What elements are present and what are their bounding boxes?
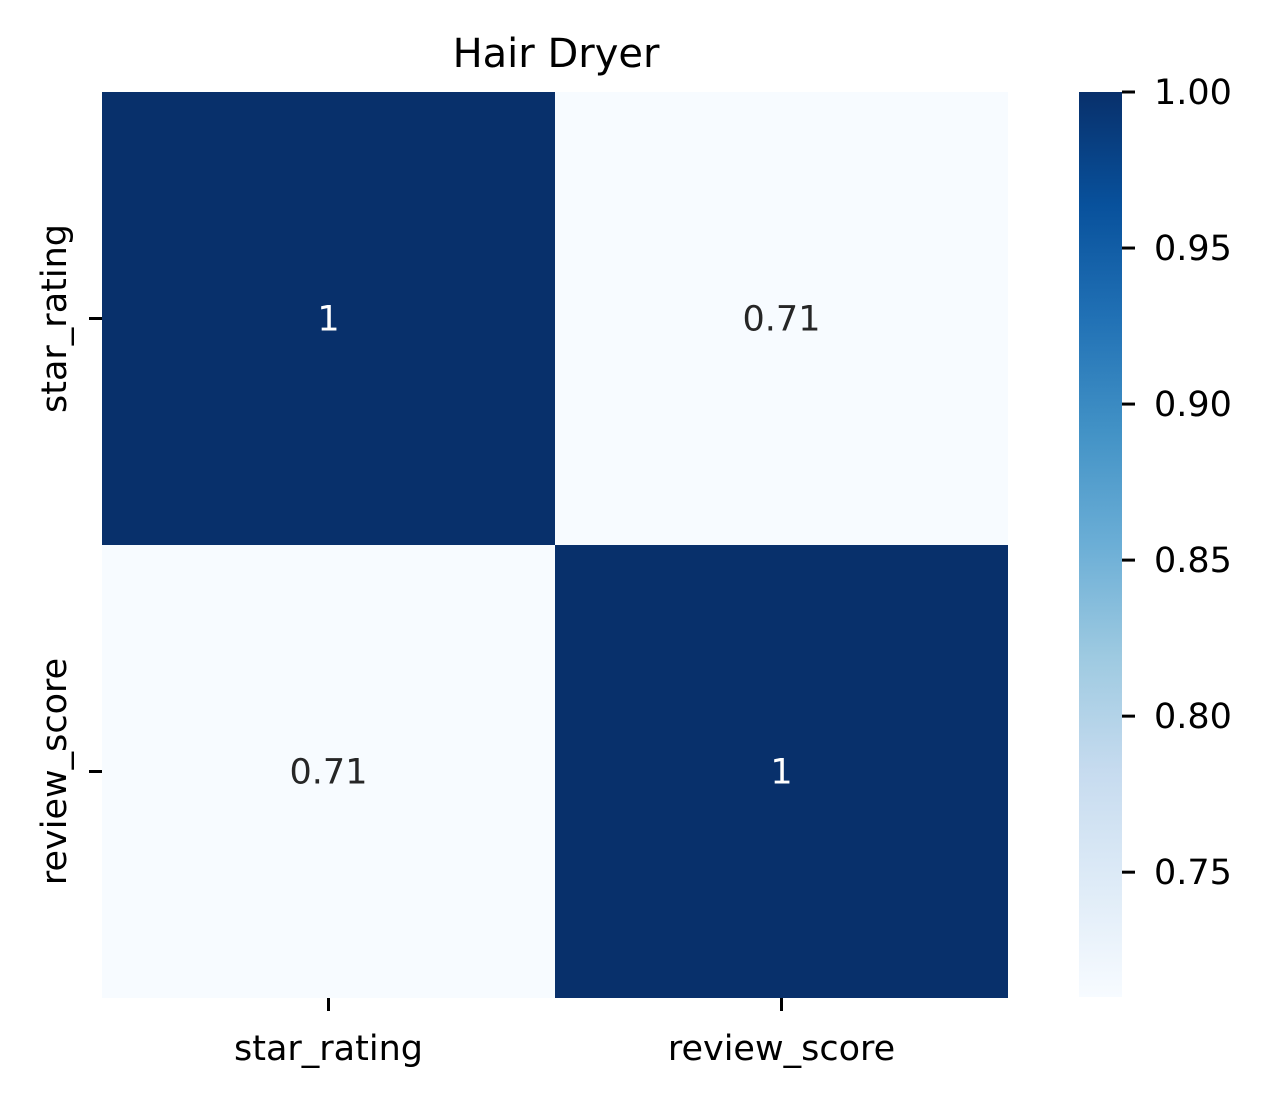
colorbar-ticks: 0.75 0.80 0.85 0.90 0.95 1.00	[1122, 73, 1232, 893]
x-axis: star_rating review_score	[234, 998, 895, 1069]
cell-annotation-r1-c1: 1	[770, 753, 792, 793]
colorbar-tick-label: 0.85	[1154, 541, 1232, 581]
colorbar-tick-label: 0.80	[1154, 697, 1232, 737]
colorbar-tick-label: 0.75	[1154, 853, 1232, 893]
x-tick-label: review_score	[668, 1029, 895, 1069]
colorbar-tick-label: 0.95	[1154, 229, 1232, 269]
heatmap-cells	[102, 92, 1008, 998]
y-tick-label: star_rating	[35, 224, 75, 413]
y-tick-label: review_score	[35, 658, 75, 885]
heatmap-cell-r1-c0	[102, 545, 555, 998]
x-tick-label: star_rating	[234, 1029, 423, 1069]
colorbar	[1079, 92, 1122, 997]
cell-annotation-r0-c0: 1	[317, 300, 339, 340]
cell-annotation-r0-c1: 0.71	[743, 300, 821, 340]
colorbar-tick-label: 0.90	[1154, 385, 1232, 425]
chart-title: Hair Dryer	[453, 31, 660, 77]
heatmap-cell-r1-c1	[555, 545, 1008, 998]
heatmap-cell-r0-c1	[555, 92, 1008, 545]
cell-annotations: 1 0.71 0.71 1	[290, 300, 821, 793]
heatmap-cell-r0-c0	[102, 92, 555, 545]
colorbar-tick-label: 1.00	[1154, 73, 1232, 113]
y-axis: star_rating review_score	[35, 224, 102, 885]
cell-annotation-r1-c0: 0.71	[290, 753, 368, 793]
